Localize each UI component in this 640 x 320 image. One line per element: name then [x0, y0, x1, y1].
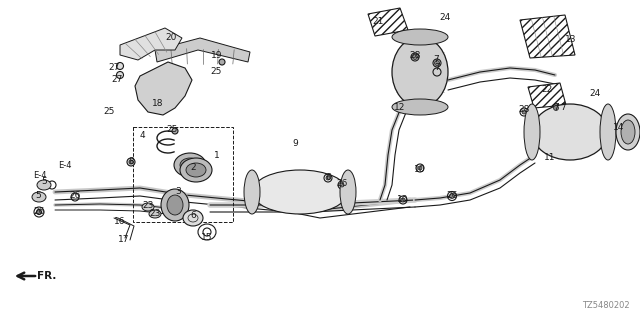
Text: 6: 6	[190, 211, 196, 220]
Text: 7: 7	[553, 103, 559, 113]
Text: 16: 16	[115, 218, 125, 227]
Text: 28: 28	[410, 51, 420, 60]
Text: 15: 15	[201, 233, 212, 242]
Circle shape	[116, 71, 124, 78]
Circle shape	[172, 128, 178, 134]
Ellipse shape	[532, 104, 608, 160]
Text: 24: 24	[440, 13, 451, 22]
Text: 13: 13	[565, 36, 577, 44]
Ellipse shape	[522, 110, 526, 114]
Text: 28: 28	[518, 106, 530, 115]
Ellipse shape	[401, 198, 405, 202]
Text: 26: 26	[33, 207, 45, 217]
Ellipse shape	[183, 210, 203, 226]
Text: 9: 9	[292, 139, 298, 148]
Ellipse shape	[340, 170, 356, 214]
Circle shape	[116, 62, 124, 69]
Text: 22: 22	[541, 85, 552, 94]
Ellipse shape	[340, 183, 344, 187]
Ellipse shape	[524, 104, 540, 160]
Text: 7: 7	[434, 63, 440, 73]
Polygon shape	[155, 38, 250, 62]
Text: 8: 8	[128, 157, 134, 166]
Text: 21: 21	[372, 18, 384, 27]
Ellipse shape	[37, 180, 51, 190]
Ellipse shape	[392, 99, 448, 115]
Text: 11: 11	[544, 154, 556, 163]
Text: 27: 27	[111, 75, 123, 84]
Ellipse shape	[435, 60, 440, 66]
Ellipse shape	[180, 158, 200, 172]
Polygon shape	[528, 83, 566, 108]
Text: 25: 25	[166, 125, 178, 134]
Ellipse shape	[413, 54, 417, 60]
Ellipse shape	[621, 120, 635, 144]
Ellipse shape	[252, 170, 348, 214]
Ellipse shape	[174, 153, 206, 177]
Ellipse shape	[161, 189, 189, 221]
Ellipse shape	[392, 29, 448, 45]
Text: 10: 10	[414, 165, 426, 174]
Ellipse shape	[180, 158, 212, 182]
Text: 17: 17	[118, 236, 130, 244]
Polygon shape	[135, 62, 192, 115]
Text: 25: 25	[103, 108, 115, 116]
Ellipse shape	[449, 194, 454, 198]
Polygon shape	[120, 28, 182, 60]
Text: 1: 1	[214, 150, 220, 159]
Ellipse shape	[167, 195, 183, 215]
Text: 5: 5	[41, 177, 47, 186]
Text: E-4: E-4	[33, 172, 47, 180]
Text: 3: 3	[175, 187, 181, 196]
Circle shape	[36, 210, 42, 214]
Text: 6: 6	[325, 172, 331, 181]
Ellipse shape	[392, 37, 448, 107]
Polygon shape	[368, 8, 408, 36]
Ellipse shape	[418, 166, 422, 170]
Ellipse shape	[616, 114, 640, 150]
Text: 4: 4	[139, 131, 145, 140]
Ellipse shape	[326, 176, 330, 180]
Text: 26: 26	[69, 191, 81, 201]
Ellipse shape	[142, 203, 154, 211]
Ellipse shape	[129, 160, 133, 164]
Ellipse shape	[186, 163, 206, 177]
Text: TZ5480202: TZ5480202	[582, 301, 630, 310]
Text: 18: 18	[152, 99, 164, 108]
Text: 23: 23	[142, 202, 154, 211]
Ellipse shape	[32, 192, 46, 202]
Text: 19: 19	[211, 51, 223, 60]
Ellipse shape	[244, 170, 260, 214]
Circle shape	[127, 158, 135, 166]
Text: 27: 27	[108, 63, 120, 73]
Polygon shape	[520, 15, 575, 58]
Text: 25: 25	[211, 68, 221, 76]
Text: 10: 10	[397, 196, 409, 204]
Circle shape	[219, 59, 225, 65]
Ellipse shape	[554, 106, 559, 110]
Text: FR.: FR.	[37, 271, 57, 281]
Text: 12: 12	[394, 103, 406, 113]
Text: 20: 20	[165, 34, 177, 43]
Text: 7: 7	[560, 103, 566, 113]
Text: 7: 7	[433, 55, 439, 65]
Text: 24: 24	[589, 90, 600, 99]
Text: 5: 5	[35, 190, 41, 199]
Bar	[133, 127, 233, 222]
Text: 26: 26	[336, 179, 348, 188]
Ellipse shape	[600, 104, 616, 160]
Text: E-4: E-4	[58, 161, 72, 170]
Text: 2: 2	[190, 164, 196, 172]
Text: 23: 23	[149, 210, 161, 219]
Text: 14: 14	[613, 124, 625, 132]
Ellipse shape	[149, 210, 161, 218]
Text: 26: 26	[446, 191, 458, 201]
